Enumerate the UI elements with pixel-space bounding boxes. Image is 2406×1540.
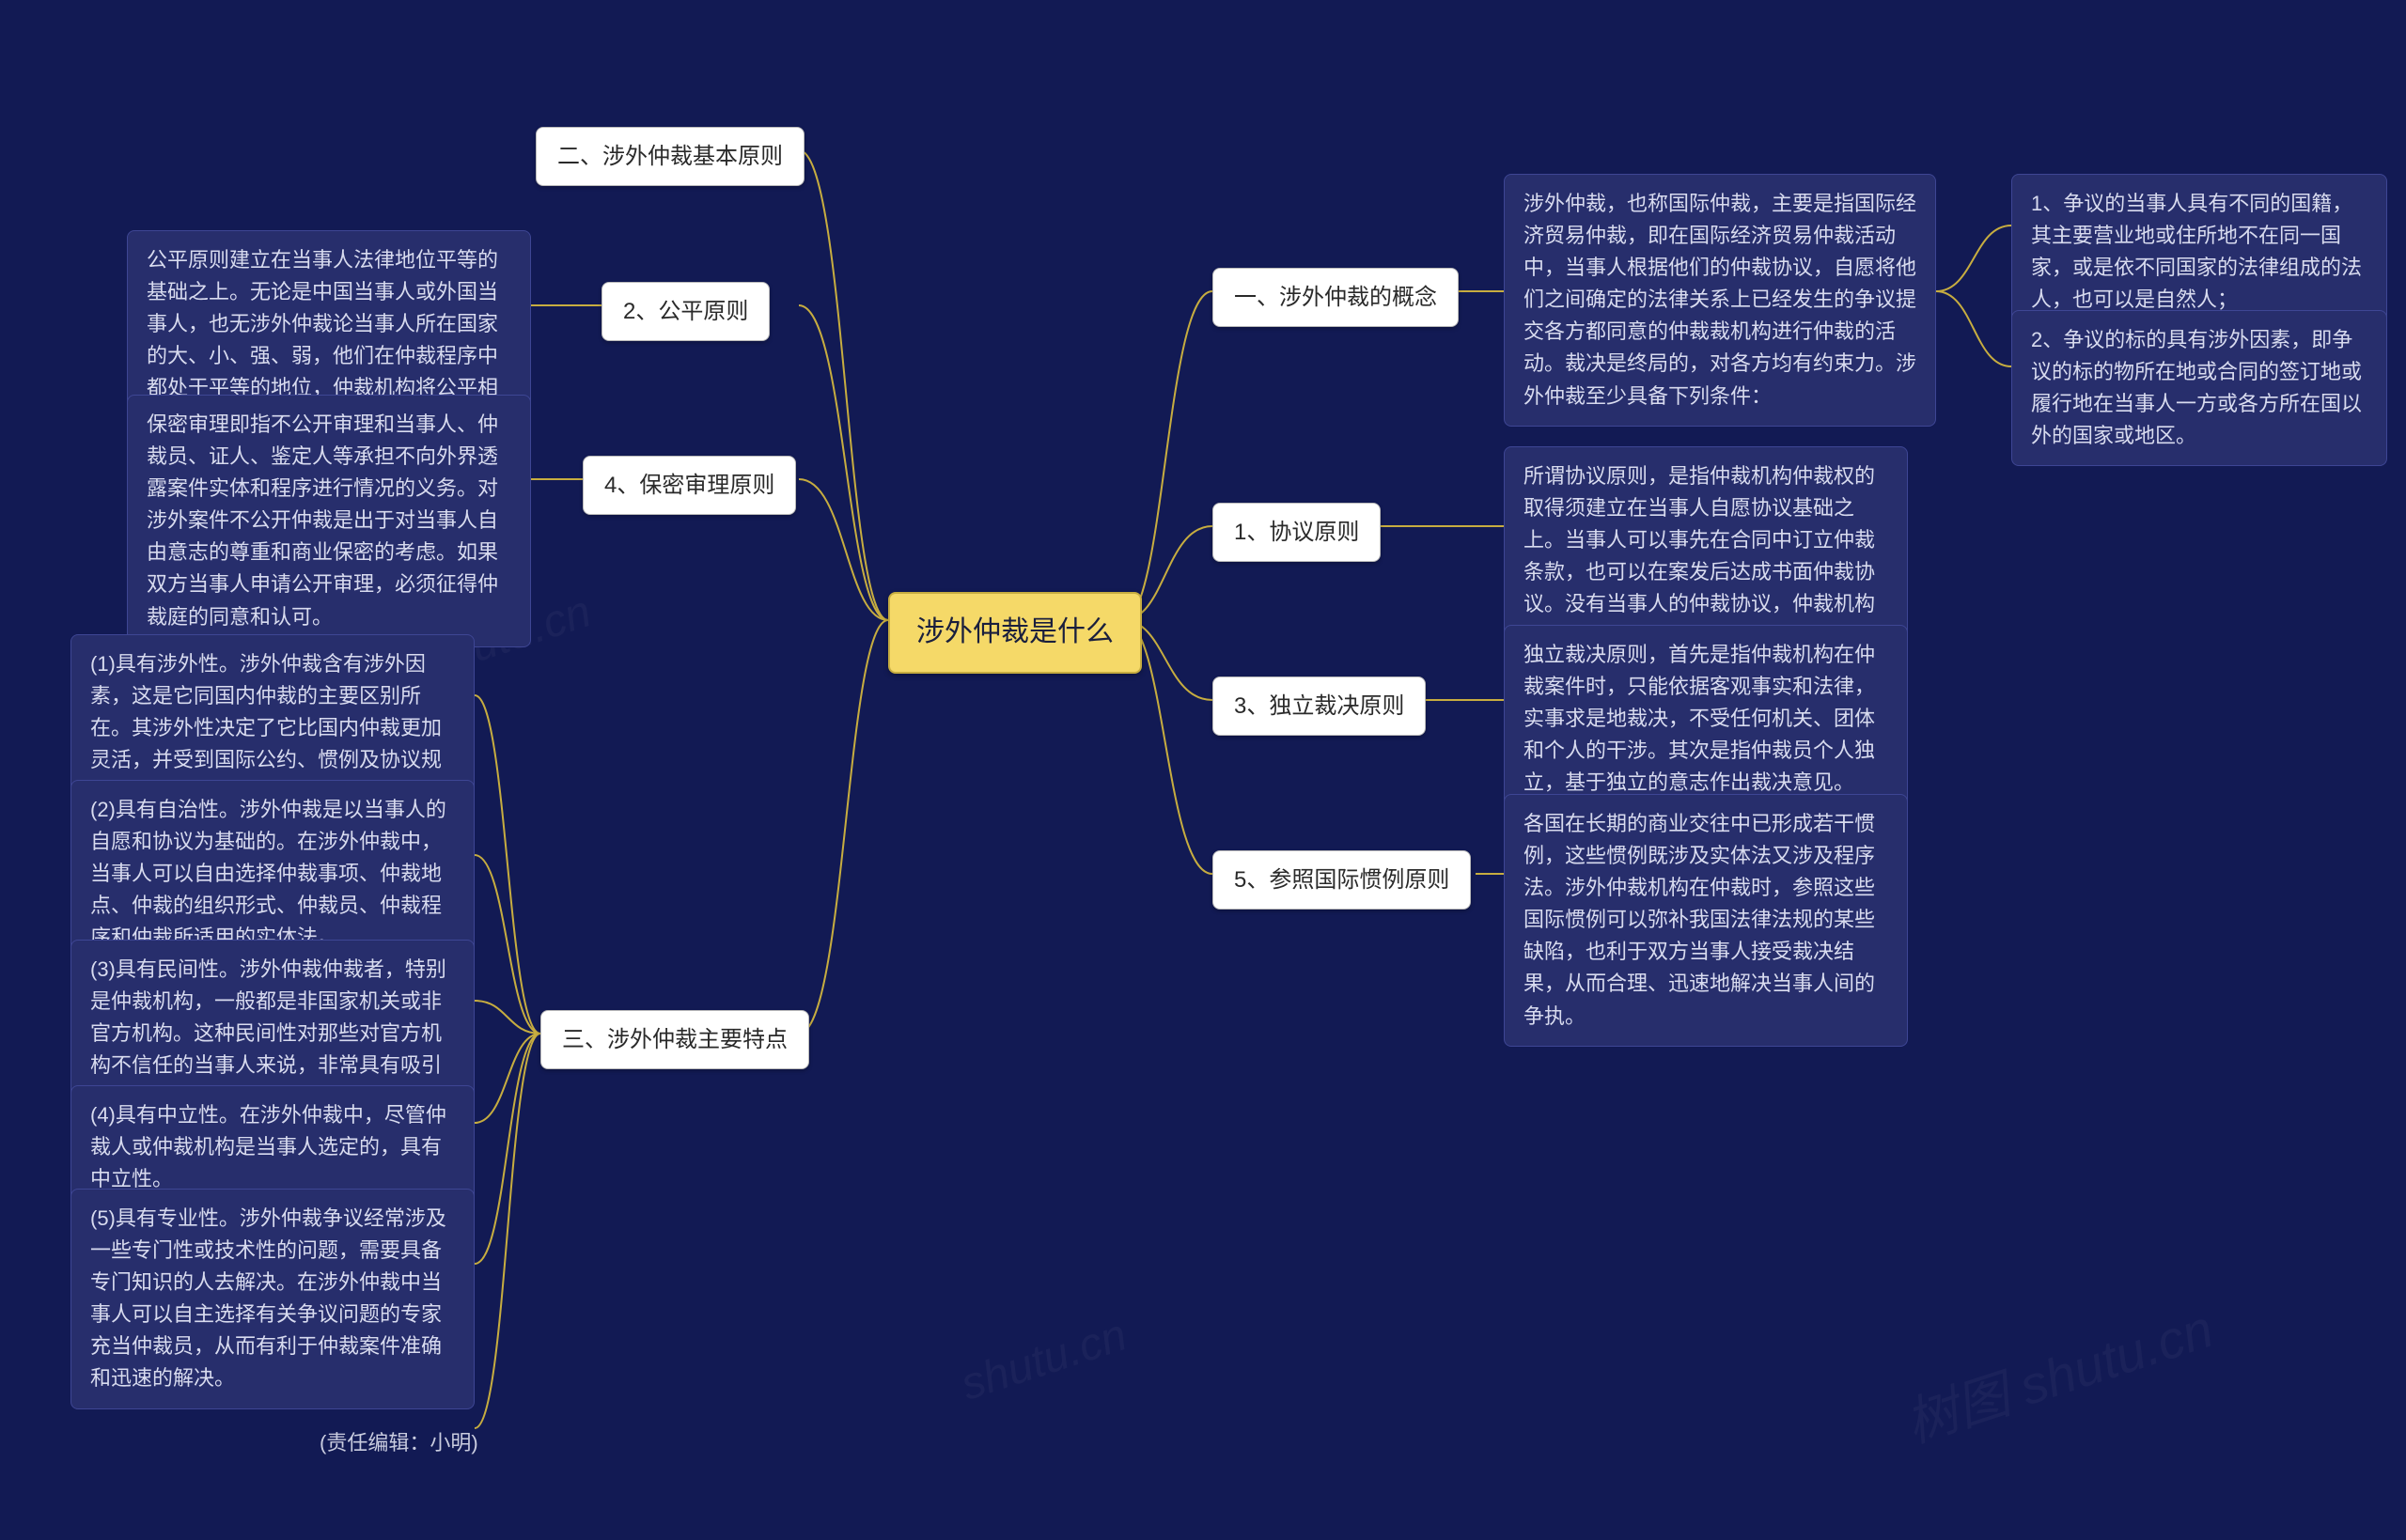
leaf-concept-desc: 涉外仲裁，也称国际仲裁，主要是指国际经济贸易仲裁，即在国际经济贸易仲裁活动中，当… [1504, 174, 1936, 427]
branch-features[interactable]: 三、涉外仲裁主要特点 [540, 1010, 809, 1069]
branch-fairness[interactable]: 2、公平原则 [602, 282, 770, 341]
leaf-text: 1、争议的当事人具有不同的国籍，其主要营业地或住所地不在同一国家，或是依不同国家… [2031, 192, 2362, 311]
branch-label: 一、涉外仲裁的概念 [1234, 285, 1437, 310]
branch-label: 2、公平原则 [623, 299, 748, 324]
editor-text: (责任编辑：小明) [320, 1431, 478, 1454]
branch-label: 5、参照国际惯例原则 [1234, 867, 1449, 893]
branch-basic-principles[interactable]: 二、涉外仲裁基本原则 [536, 127, 805, 186]
branch-confidential[interactable]: 4、保密审理原则 [583, 456, 796, 515]
branch-label: 三、涉外仲裁主要特点 [562, 1027, 788, 1052]
root-node[interactable]: 涉外仲裁是什么 [888, 592, 1142, 674]
leaf-concept-sub1: 1、争议的当事人具有不同的国籍，其主要营业地或住所地不在同一国家，或是依不同国家… [2011, 174, 2387, 330]
root-label: 涉外仲裁是什么 [916, 616, 1114, 647]
branch-label: 3、独立裁决原则 [1234, 693, 1404, 719]
branch-independent[interactable]: 3、独立裁决原则 [1212, 677, 1426, 736]
leaf-independent-desc: 独立裁决原则，首先是指仲裁机构在仲裁案件时，只能依据客观事实和法律，实事求是地裁… [1504, 625, 1908, 813]
branch-concept[interactable]: 一、涉外仲裁的概念 [1212, 268, 1459, 327]
leaf-text: (5)具有专业性。涉外仲裁争议经常涉及一些专门性或技术性的问题，需要具备专门知识… [90, 1206, 446, 1390]
watermark: 树图 shutu.cn [1895, 1287, 2222, 1458]
leaf-text: 保密审理即指不公开审理和当事人、仲裁员、证人、鉴定人等承担不向外界透露案件实体和… [147, 412, 498, 629]
editor-credit: (责任编辑：小明) [301, 1414, 497, 1472]
watermark: shutu.cn [955, 1309, 1133, 1410]
branch-label: 1、协议原则 [1234, 520, 1359, 545]
leaf-text: 所谓协议原则，是指仲裁机构仲裁权的取得须建立在当事人自愿协议基础之上。当事人可以… [1523, 464, 1875, 647]
branch-agreement[interactable]: 1、协议原则 [1212, 503, 1381, 562]
branch-intl-practice[interactable]: 5、参照国际惯例原则 [1212, 850, 1471, 910]
leaf-text: 独立裁决原则，首先是指仲裁机构在仲裁案件时，只能依据客观事实和法律，实事求是地裁… [1523, 643, 1875, 794]
leaf-intl-practice-desc: 各国在长期的商业交往中已形成若干惯例，这些惯例既涉及实体法又涉及程序法。涉外仲裁… [1504, 794, 1908, 1047]
leaf-concept-sub2: 2、争议的标的具有涉外因素，即争议的标的物所在地或合同的签订地或履行地在当事人一… [2011, 310, 2387, 466]
leaf-text: 涉外仲裁，也称国际仲裁，主要是指国际经济贸易仲裁，即在国际经济贸易仲裁活动中，当… [1523, 192, 1916, 408]
leaf-text: 2、争议的标的具有涉外因素，即争议的标的物所在地或合同的签订地或履行地在当事人一… [2031, 328, 2362, 447]
branch-label: 二、涉外仲裁基本原则 [557, 144, 783, 169]
branch-label: 4、保密审理原则 [604, 473, 774, 498]
leaf-text: (4)具有中立性。在涉外仲裁中，尽管仲裁人或仲裁机构是当事人选定的，具有中立性。 [90, 1103, 446, 1190]
leaf-text: (2)具有自治性。涉外仲裁是以当事人的自愿和协议为基础的。在涉外仲裁中，当事人可… [90, 798, 446, 949]
leaf-text: 各国在长期的商业交往中已形成若干惯例，这些惯例既涉及实体法又涉及程序法。涉外仲裁… [1523, 812, 1875, 1028]
leaf-confidential-desc: 保密审理即指不公开审理和当事人、仲裁员、证人、鉴定人等承担不向外界透露案件实体和… [127, 395, 531, 647]
leaf-feature-5: (5)具有专业性。涉外仲裁争议经常涉及一些专门性或技术性的问题，需要具备专门知识… [70, 1189, 475, 1409]
